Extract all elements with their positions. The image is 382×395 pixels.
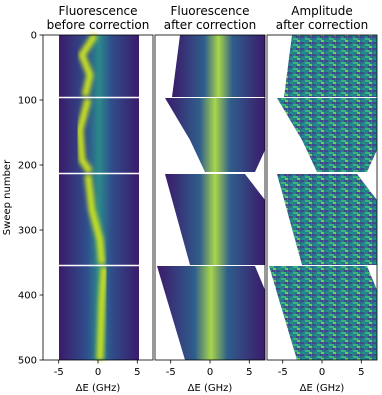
x-tick-label: 0 [95, 367, 101, 378]
x-tick-label: -5 [54, 367, 64, 378]
heatmap-images [59, 33, 377, 361]
y-axis-label: Sweep number [2, 159, 13, 235]
panel-title: Fluorescence before correction [47, 4, 150, 32]
x-tick-label: -5 [166, 367, 176, 378]
x-tick-label: 5 [246, 367, 252, 378]
y-tick-label: 0 [31, 31, 37, 42]
y-tick-label: 500 [18, 356, 37, 367]
x-tick-label: 0 [207, 367, 213, 378]
x-axis-label: ΔE (GHz) [188, 383, 233, 394]
x-tick-label: 5 [134, 367, 140, 378]
x-tick-label: 0 [319, 367, 325, 378]
y-tick-label: 100 [18, 96, 37, 107]
x-tick-label: -5 [278, 367, 288, 378]
y-tick-label: 200 [18, 161, 37, 172]
x-axis-label: ΔE (GHz) [76, 383, 121, 394]
x-tick-label: 5 [358, 367, 364, 378]
y-tick-label: 300 [18, 226, 37, 237]
y-tick-label: 400 [18, 291, 37, 302]
panel-title: Fluorescence after correction [164, 4, 257, 32]
x-axis-label: ΔE (GHz) [300, 383, 345, 394]
panel-title: Amplitude after correction [276, 4, 369, 32]
